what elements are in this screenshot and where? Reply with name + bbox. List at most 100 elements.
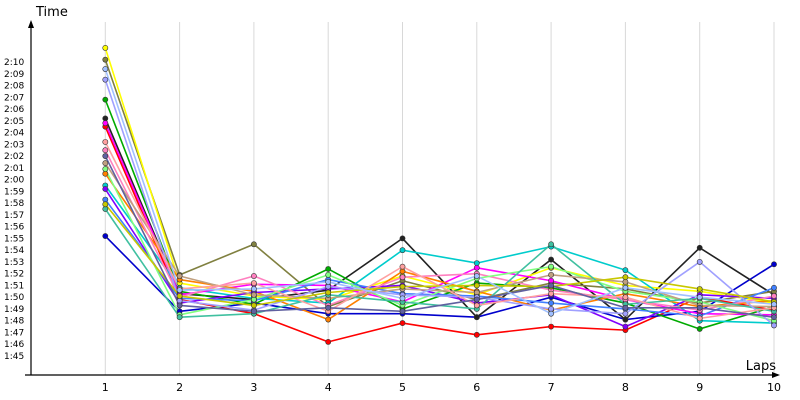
data-point [548,282,554,289]
x-tick-label: 9 [696,381,703,394]
x-tick-label: 6 [473,381,480,394]
data-point [102,166,109,172]
data-point [325,279,332,285]
data-point [102,44,109,51]
series-line [104,168,775,322]
data-point [548,310,554,317]
data-point [473,296,480,303]
x-tick-label: 4 [325,381,332,394]
y-tick-label: 2:05 [4,117,24,127]
data-point [548,271,554,278]
data-point [102,201,109,208]
data-point [622,294,629,301]
data-point [176,287,183,294]
y-tick-label: 2:09 [4,70,24,80]
data-point [696,326,703,332]
data-point [548,323,554,330]
data-point [176,273,183,279]
data-point [696,244,703,251]
data-point [102,153,109,159]
y-tick-label: 2:02 [4,152,24,162]
data-point [102,186,109,192]
data-point [399,274,406,281]
data-point [399,308,406,315]
y-tick-label: 1:54 [4,246,24,256]
data-point [399,295,406,302]
data-point [250,291,257,298]
data-point [250,273,257,279]
data-point [176,293,183,299]
data-point [771,284,777,291]
series-line [104,59,775,308]
y-tick-label: 2:06 [4,105,24,115]
data-point [622,316,629,323]
data-point [325,316,332,323]
data-point [325,338,332,345]
y-tick-label: 1:45 [4,352,24,362]
data-point [102,96,109,103]
data-point [325,289,332,296]
data-point [473,282,480,289]
y-tick-label: 1:57 [4,211,24,221]
series-line [104,79,775,327]
y-tick-label: 1:46 [4,340,24,350]
data-point [771,322,777,329]
y-axis-arrow-icon [28,20,34,28]
data-point [102,147,109,154]
y-tick-label: 2:01 [4,164,24,174]
data-point [102,160,109,167]
series-line [104,68,775,315]
data-point [325,304,332,311]
data-point [622,304,629,311]
grid [104,22,775,375]
series-line [104,203,775,307]
data-point [696,286,703,292]
data-point [102,66,109,72]
data-point [399,263,406,270]
x-tick-label: 2 [176,381,183,394]
data-point [696,259,703,265]
series-line [104,208,775,318]
y-tick-label: 1:58 [4,199,24,209]
data-point [473,264,480,271]
x-tick-label: 8 [622,381,629,394]
x-tick-label: 1 [102,381,109,394]
y-tick-label: 1:53 [4,258,24,268]
x-tick-label: 7 [548,381,555,394]
x-tick-label: 5 [399,381,406,394]
x-tick-label: 10 [767,381,781,394]
y-tick-label: 1:55 [4,234,24,244]
y-tick-label: 2:04 [4,129,24,139]
y-tick-label: 1:47 [4,328,24,338]
data-point [622,323,629,330]
axes: Time Laps [25,5,780,378]
data-point [548,300,554,306]
data-point [548,290,554,297]
data-point [250,302,257,309]
data-point [548,256,554,263]
data-point [325,266,332,272]
data-point [771,314,777,321]
data-point [696,294,703,301]
data-point [325,271,332,278]
data-point [399,235,406,242]
series-points [102,44,777,345]
data-point [548,263,554,270]
data-point [250,241,257,248]
y-tick-label: 2:08 [4,82,24,92]
data-point [622,310,629,317]
data-point [250,286,257,292]
data-point [771,301,777,308]
series-line [104,155,775,318]
series-line [104,185,775,324]
data-point [102,56,109,63]
data-point [102,76,109,83]
y-tick-label: 2:03 [4,140,24,150]
y-tick-label: 1:50 [4,293,24,303]
data-point [399,320,406,326]
data-point [622,284,629,291]
y-tick-label: 1:56 [4,223,24,233]
data-point [102,233,109,239]
